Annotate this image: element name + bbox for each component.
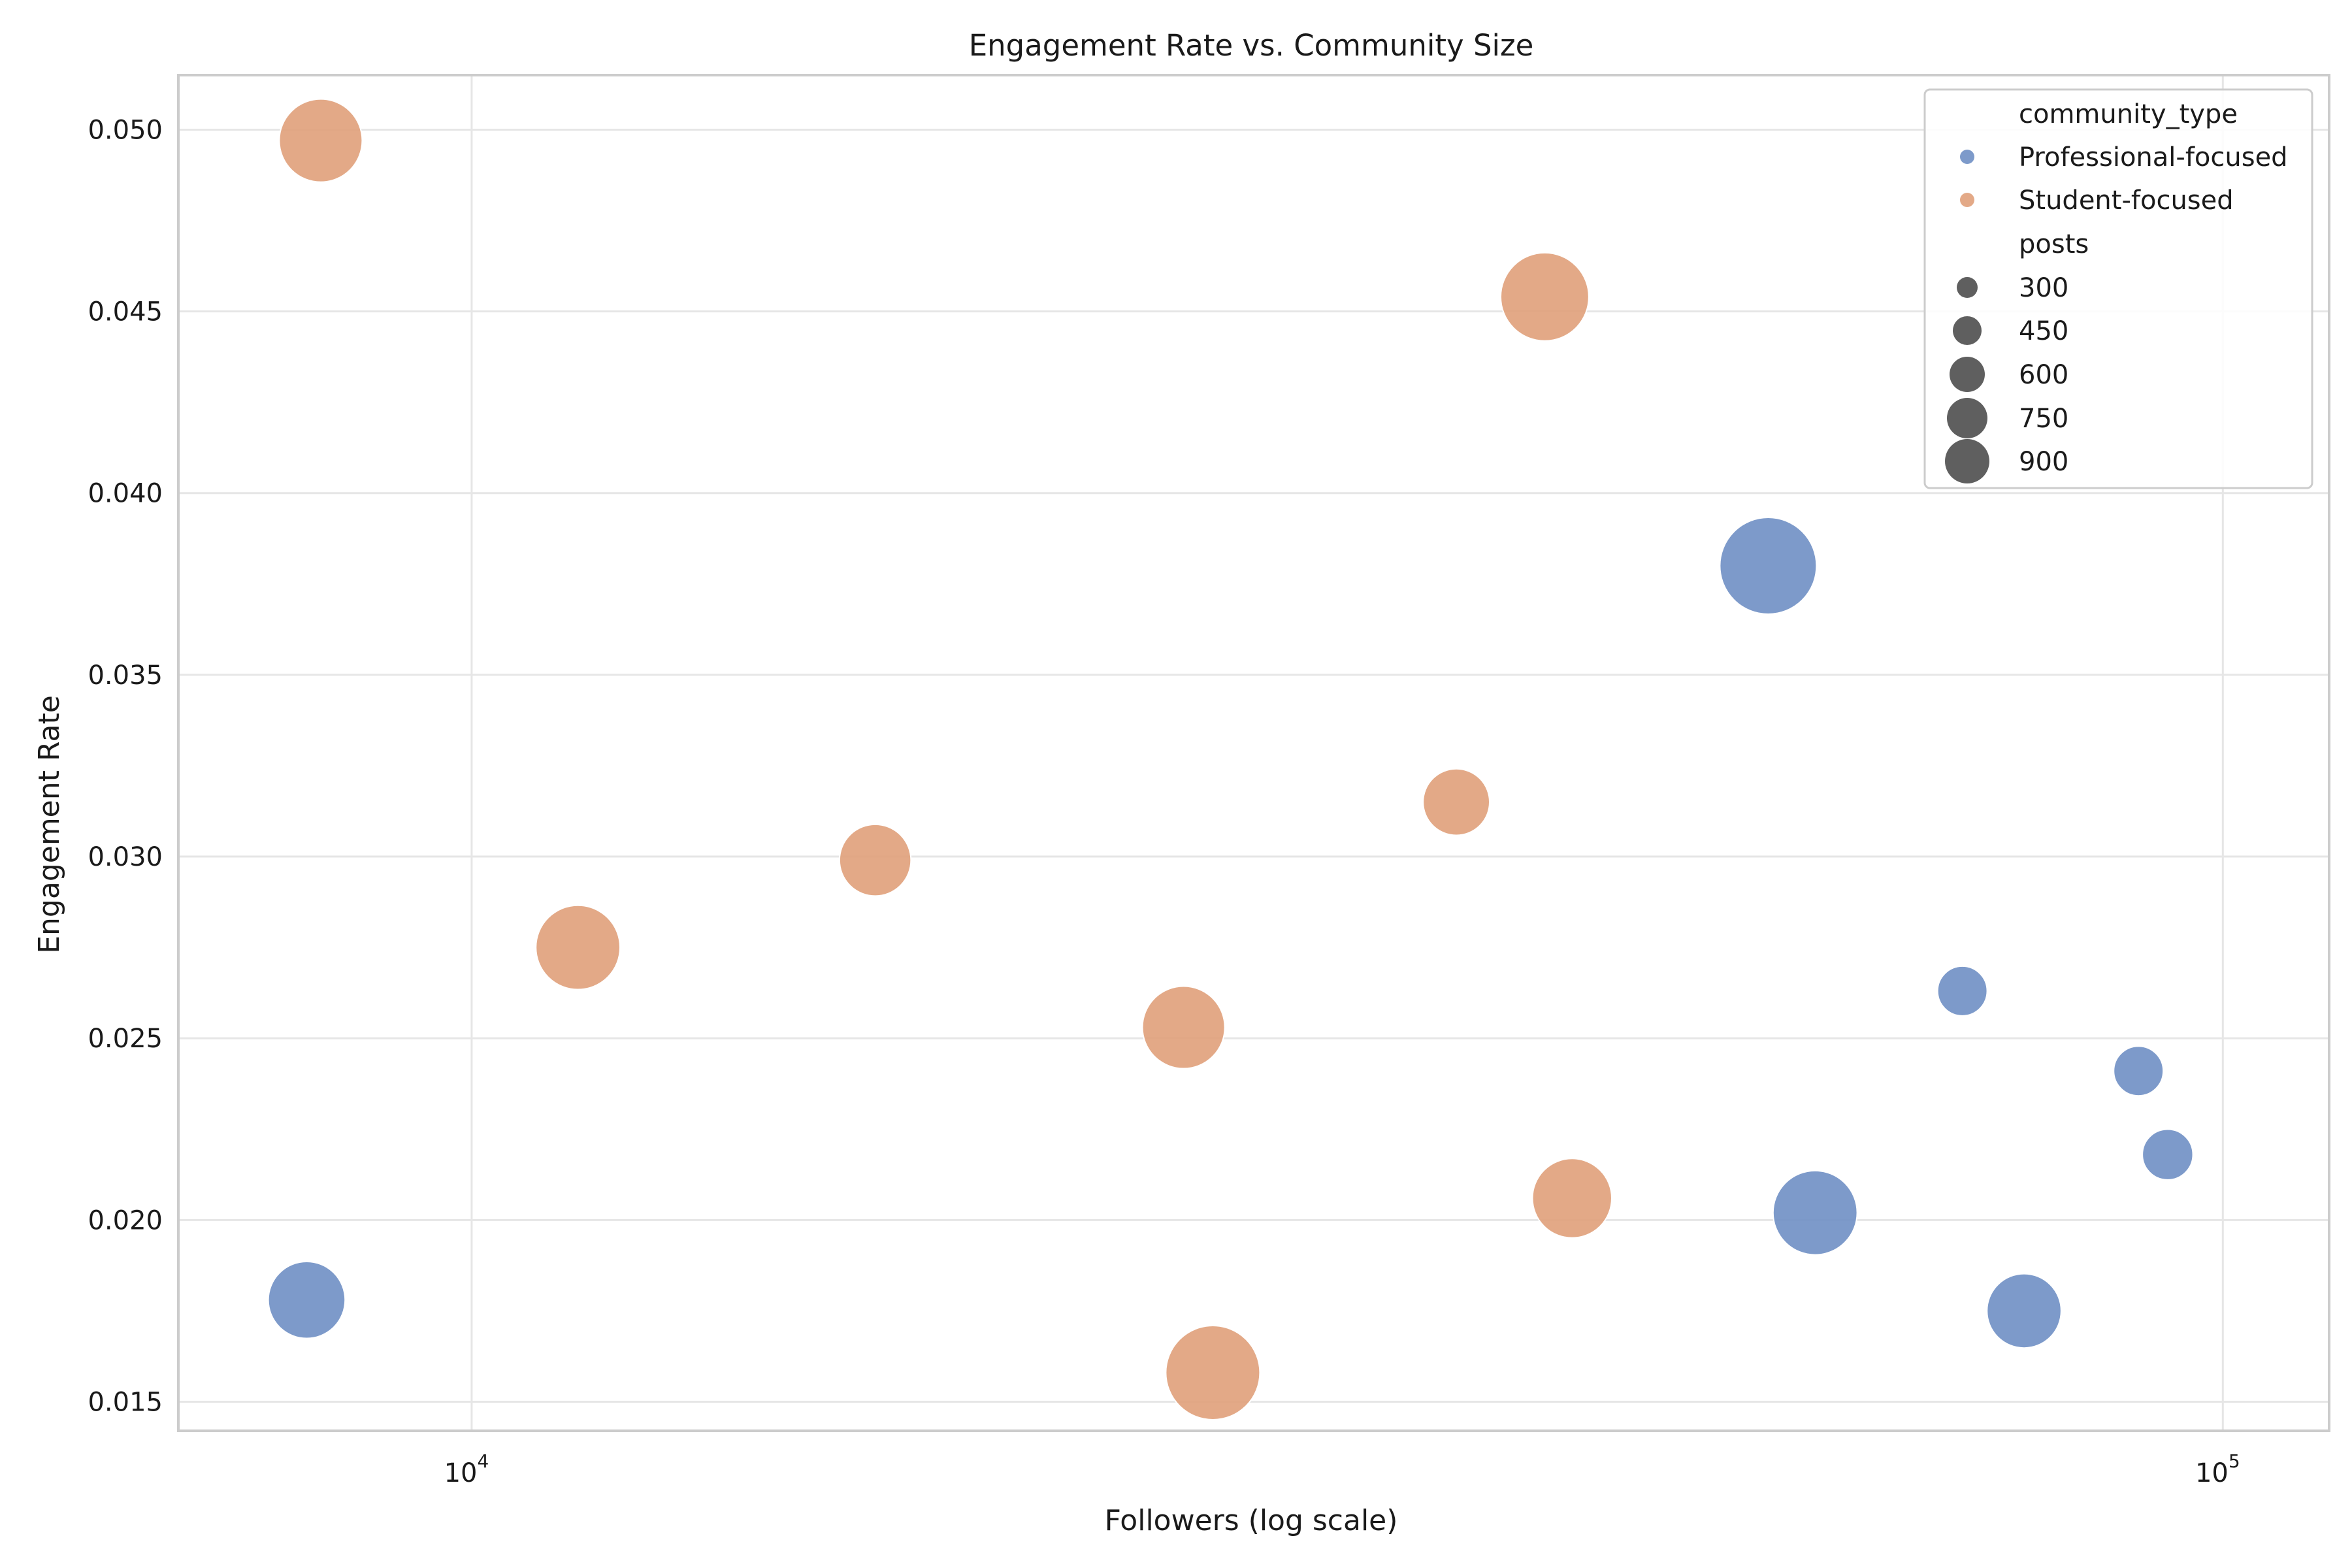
- x-tick-base: 10: [444, 1458, 478, 1488]
- y-tick-label: 0.040: [88, 479, 163, 509]
- legend-size-title: posts: [2019, 229, 2089, 259]
- x-axis-title: Followers (log scale): [1105, 1504, 1398, 1537]
- point-professional-focused: [2113, 1045, 2164, 1097]
- x-tick-base: 10: [2195, 1458, 2229, 1488]
- legend-label-professional: Professional-focused: [2019, 142, 2288, 172]
- legend-label-student: Student-focused: [2019, 186, 2234, 216]
- point-student-focused: [1499, 252, 1590, 342]
- point-student-focused: [1141, 985, 1226, 1070]
- legend-size-label-750: 750: [2019, 404, 2068, 434]
- point-student-focused: [1422, 768, 1491, 836]
- y-tick-label: 0.035: [88, 661, 163, 691]
- point-professional-focused: [267, 1260, 346, 1339]
- legend-size-marker-900: [1945, 439, 1989, 483]
- y-tick-label: 0.045: [88, 297, 163, 327]
- legend-size-marker-750: [1947, 398, 1987, 438]
- legend-frame: [1923, 88, 2313, 489]
- x-tick-exponent: 4: [477, 1450, 489, 1472]
- y-tick-label: 0.025: [88, 1024, 163, 1054]
- y-tick-label: 0.020: [88, 1205, 163, 1235]
- point-professional-focused: [2142, 1128, 2194, 1181]
- legend-marker-student: [1960, 193, 1974, 207]
- point-professional-focused: [1986, 1273, 2062, 1349]
- point-professional-focused: [1936, 965, 1988, 1017]
- point-professional-focused: [1719, 517, 1818, 615]
- x-tick-exponent: 5: [2229, 1450, 2240, 1472]
- x-tick-label: 105: [2195, 1450, 2240, 1488]
- point-professional-focused: [1772, 1169, 1858, 1256]
- legend-size-marker-450: [1953, 316, 1982, 345]
- point-student-focused: [838, 823, 912, 897]
- point-student-focused: [1165, 1324, 1261, 1420]
- legend-size-marker-300: [1957, 277, 1978, 298]
- y-tick-label: 0.050: [88, 115, 163, 145]
- legend-size-label-300: 300: [2019, 273, 2068, 303]
- legend-size-label-900: 900: [2019, 447, 2068, 477]
- plot-frame: [177, 74, 2330, 1432]
- legend-hue-title: community_type: [2019, 99, 2238, 129]
- y-tick-label: 0.015: [88, 1387, 163, 1417]
- legend-marker-professional: [1960, 150, 1974, 164]
- points-layer: [267, 98, 2194, 1420]
- legend-size-label-450: 450: [2019, 316, 2068, 346]
- legend-size-marker-600: [1950, 357, 1985, 392]
- legend: community_type Professional-focused Stud…: [1923, 88, 2313, 489]
- legend-size-label-600: 600: [2019, 360, 2068, 390]
- point-student-focused: [1531, 1158, 1612, 1239]
- ticks-layer: 0.015 0.020 0.025 0.030 0.035 0.040 0.045 0.050…: [88, 115, 2240, 1488]
- x-tick-label: 104: [444, 1450, 489, 1488]
- y-tick-label: 0.030: [88, 842, 163, 872]
- chart-title: Engagement Rate vs. Community Size: [969, 28, 1534, 63]
- y-axis-title: Engagement Rate: [33, 695, 66, 954]
- point-student-focused: [278, 98, 363, 183]
- point-student-focused: [535, 904, 621, 990]
